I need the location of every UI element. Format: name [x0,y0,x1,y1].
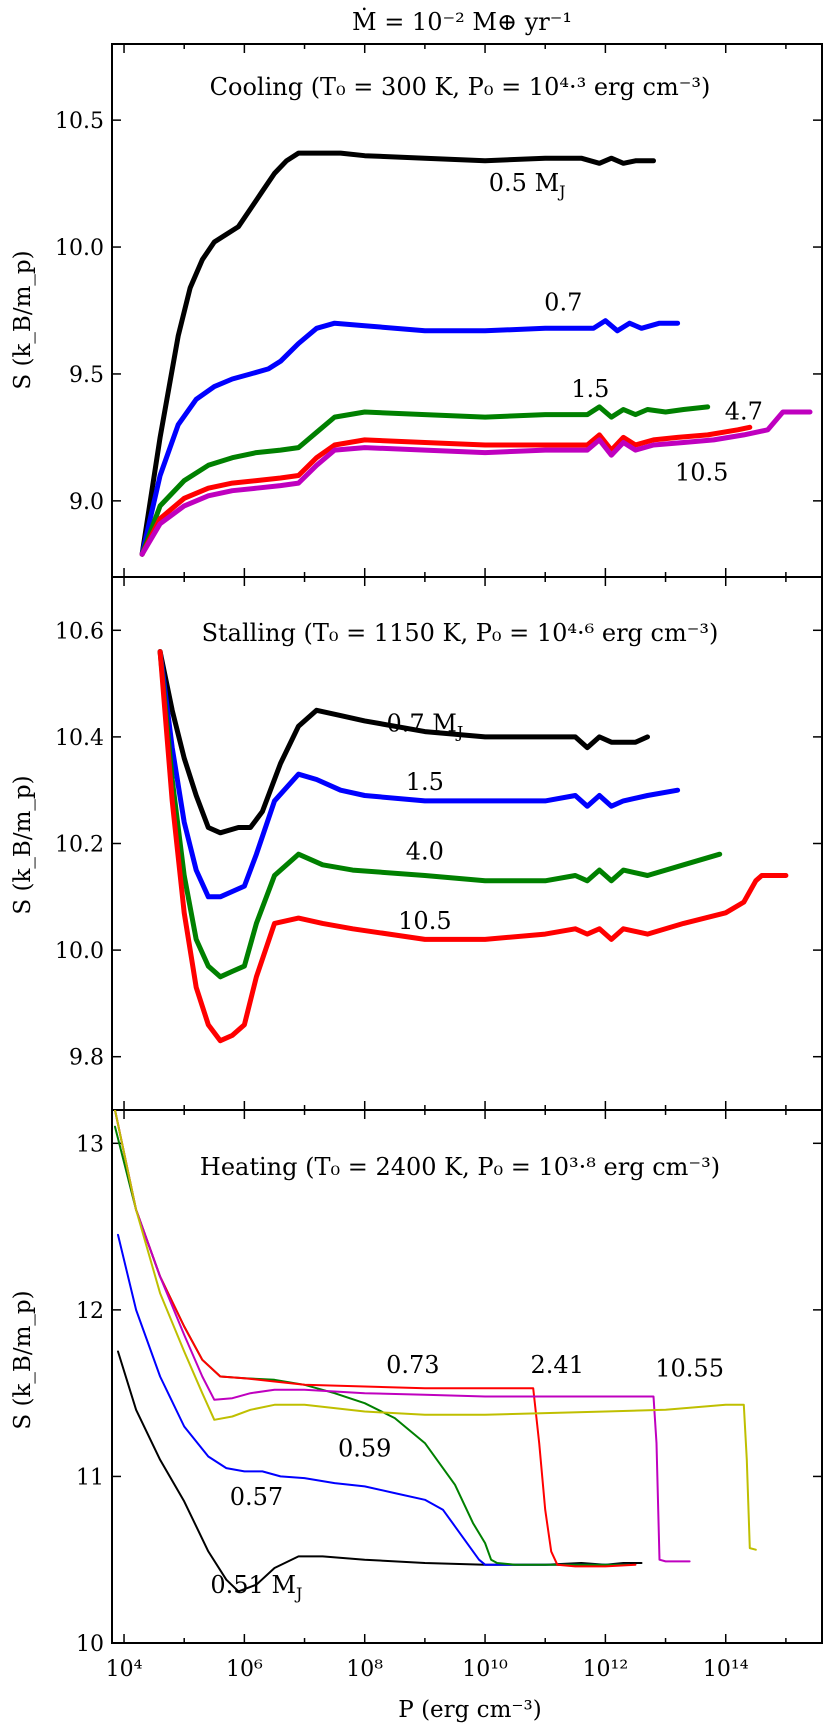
series-label: 4.7 [725,398,763,426]
series-line [157,649,650,836]
y-tick-label: 10.4 [55,726,104,751]
y-tick-label: 10.0 [55,939,104,964]
x-tick-label: 10⁶ [226,1657,263,1682]
series-line [114,1110,691,1563]
y-tick-label: 10.2 [55,833,104,858]
series-line [139,150,656,557]
series-line [139,409,813,557]
series-line [157,649,723,980]
series-label: 1.5 [571,375,609,403]
series-label: 0.7 [544,289,582,317]
y-tick-label: 10.6 [55,619,104,644]
x-tick-label: 10⁸ [346,1657,383,1682]
y-tick-label: 10 [76,1632,104,1657]
series-line [139,424,753,557]
panel-heating-title: Heating (T₀ = 2400 K, P₀ = 10³·⁸ erg cm⁻… [200,1153,720,1181]
series-label: 10.5 [398,907,451,935]
figure-title: Ṁ = 10⁻² M⊕ yr⁻¹ [352,7,572,36]
x-tick-label: 10⁴ [106,1657,143,1682]
series-label: 0.73 [386,1351,439,1379]
series-line [114,1110,637,1568]
series-line [117,1350,643,1593]
panel-stalling-title: Stalling (T₀ = 1150 K, P₀ = 10⁴·⁶ erg cm… [202,619,719,647]
series-line [157,649,789,1044]
panel-heating: Heating (T₀ = 2400 K, P₀ = 10³·⁸ erg cm⁻… [10,1109,823,1657]
y-tick-label: 9.5 [69,363,104,388]
plot-frame [111,576,823,1111]
y-tick-label: 9.0 [69,490,104,515]
series-label: 2.41 [531,1351,584,1379]
series-label: 10.5 [675,459,728,487]
series-label: 0.51 MJ [210,1571,302,1603]
series-line [114,1110,757,1551]
y-tick-label: 13 [76,1132,104,1157]
series-label: 0.5 MJ [489,169,566,201]
panel-cooling: Cooling (T₀ = 300 K, P₀ = 10⁴·³ erg cm⁻³… [10,43,823,578]
series-line [114,1125,631,1566]
series-label: 1.5 [406,768,444,796]
series-label: 10.55 [655,1355,724,1383]
y-tick-label: 10.5 [55,109,104,134]
y-tick-label: 12 [76,1299,104,1324]
y-tick-label: 9.8 [69,1046,104,1071]
series-line [117,1233,631,1566]
series-line [139,404,711,557]
y-tick-label: 10.0 [55,236,104,261]
series-line [139,318,681,557]
series-label: 4.0 [406,837,444,865]
panel-heating-ylabel: S (k_B/m_p) [10,1290,36,1429]
panel-stalling: Stalling (T₀ = 1150 K, P₀ = 10⁴·⁶ erg cm… [10,576,823,1111]
panel-stalling-ylabel: S (k_B/m_p) [10,775,36,914]
panel-cooling-title: Cooling (T₀ = 300 K, P₀ = 10⁴·³ erg cm⁻³… [210,73,711,101]
y-tick-label: 11 [76,1465,104,1490]
series-line [157,649,681,900]
plot-frame [111,1109,823,1644]
x-tick-label: 10¹² [583,1657,629,1682]
plot-frame [111,43,823,578]
series-label: 0.59 [338,1434,391,1462]
x-tick-label: 10¹⁴ [703,1657,749,1682]
series-label: 0.7 MJ [386,710,463,742]
x-tick-label: 10¹⁰ [462,1657,508,1682]
series-label: 0.57 [230,1483,283,1511]
x-axis-label: P (erg cm⁻³) [398,1697,541,1723]
panel-cooling-ylabel: S (k_B/m_p) [10,250,36,389]
